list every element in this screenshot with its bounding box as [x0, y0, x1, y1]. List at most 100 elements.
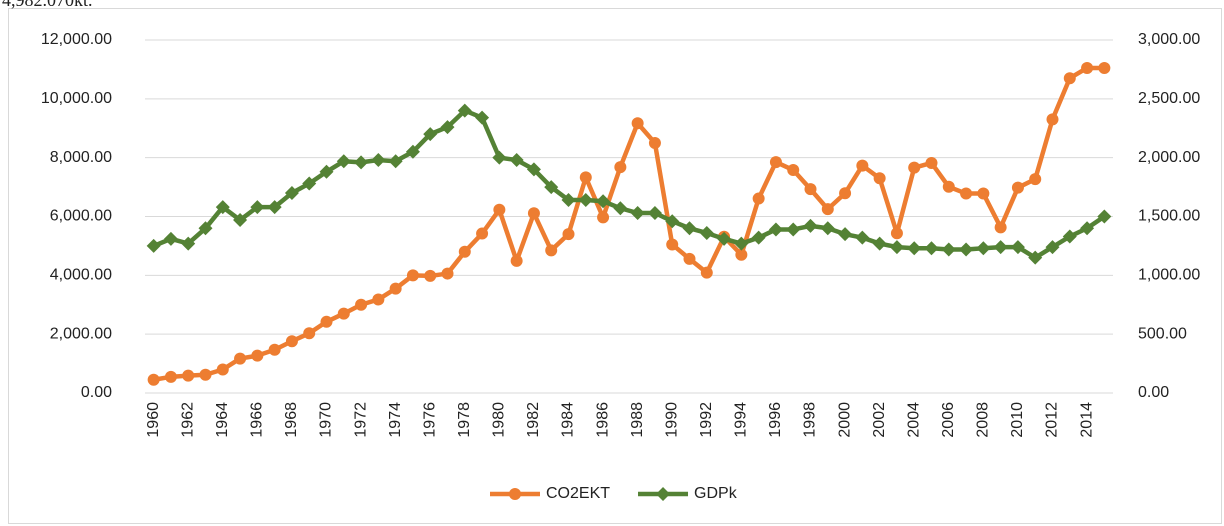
point: [371, 153, 386, 168]
x-tick-label: 1982: [525, 402, 542, 438]
point: [284, 185, 299, 200]
point: [234, 352, 247, 365]
point: [509, 153, 524, 168]
point: [561, 193, 576, 208]
x-tick-label: 1962: [179, 402, 196, 438]
point: [1062, 229, 1077, 244]
point: [1046, 113, 1059, 126]
x-tick-label: 1990: [663, 402, 680, 438]
point: [908, 161, 921, 174]
point: [976, 241, 991, 256]
y-tick-label: 4,000.00: [50, 267, 112, 284]
point: [509, 488, 521, 500]
point: [993, 240, 1008, 255]
x-tick-label: 1994: [733, 402, 750, 438]
y-tick-label: 8,000.00: [50, 149, 112, 166]
point: [268, 343, 281, 356]
point: [406, 269, 419, 282]
point: [872, 236, 887, 251]
x-tick-label: 2000: [836, 402, 853, 438]
x-tick-label: 1992: [698, 402, 715, 438]
point: [1081, 61, 1094, 74]
y2-tick-label: 2,000.00: [1138, 149, 1200, 166]
point: [1080, 221, 1095, 236]
point: [475, 110, 490, 125]
point: [786, 222, 801, 237]
y2-tick-label: 2,500.00: [1138, 90, 1200, 107]
point: [751, 230, 766, 245]
point: [267, 200, 282, 215]
x-tick-label: 1988: [629, 402, 646, 438]
point: [457, 103, 472, 118]
point: [302, 176, 317, 191]
point: [441, 267, 454, 280]
point: [666, 238, 679, 251]
x-tick-label: 1976: [421, 402, 438, 438]
point: [493, 203, 506, 216]
point: [476, 227, 489, 240]
point: [355, 298, 368, 311]
series: [147, 61, 1111, 386]
point: [648, 136, 661, 149]
point: [1011, 181, 1024, 194]
x-tick-label: 1968: [283, 402, 300, 438]
chart-frame: [8, 8, 1222, 524]
point: [372, 293, 385, 306]
point: [198, 221, 213, 236]
point: [1010, 240, 1025, 255]
point: [941, 242, 956, 257]
point: [838, 227, 853, 242]
point: [510, 254, 523, 267]
point: [424, 269, 437, 282]
point: [942, 180, 955, 193]
point: [683, 252, 696, 265]
x-tick-label: 1998: [802, 402, 819, 438]
point: [423, 127, 438, 142]
x-tick-label: 2010: [1009, 402, 1026, 438]
x-tick-label: 1966: [249, 402, 266, 438]
point: [354, 155, 369, 170]
point: [699, 225, 714, 240]
point: [803, 218, 818, 233]
point: [820, 221, 835, 236]
point: [181, 236, 196, 251]
point: [578, 193, 593, 208]
y2-tick-label: 1,000.00: [1138, 267, 1200, 284]
point: [250, 200, 265, 215]
y-tick-label: 6,000.00: [50, 208, 112, 225]
point: [182, 369, 195, 382]
point: [656, 487, 671, 501]
point: [717, 231, 732, 246]
point: [787, 164, 800, 177]
point: [562, 228, 575, 241]
point: [388, 154, 403, 169]
y-tick-label: 2,000.00: [50, 325, 112, 342]
point: [251, 349, 264, 362]
x-tick-label: 2006: [940, 402, 957, 438]
point: [545, 244, 558, 257]
x-tick-label: 1978: [456, 402, 473, 438]
point: [319, 164, 334, 179]
x-tick-label: 2012: [1044, 402, 1061, 438]
x-tick-label: 1980: [491, 402, 508, 438]
point: [907, 241, 922, 256]
point: [665, 214, 680, 229]
x-tick-label: 1996: [767, 402, 784, 438]
point: [631, 117, 644, 130]
point: [959, 242, 974, 257]
point: [1098, 61, 1111, 74]
x-tick-label: 2008: [975, 402, 992, 438]
y2-tick-label: 1,500.00: [1138, 208, 1200, 225]
point: [1029, 173, 1042, 186]
y2-tick-label: 0.00: [1138, 384, 1169, 401]
point: [337, 307, 350, 320]
point: [889, 240, 904, 255]
y-tick-label: 10,000.00: [41, 90, 112, 107]
point: [700, 266, 713, 279]
point: [1063, 72, 1076, 85]
point: [924, 241, 939, 256]
point: [164, 370, 177, 383]
point: [821, 203, 834, 216]
point: [925, 156, 938, 169]
